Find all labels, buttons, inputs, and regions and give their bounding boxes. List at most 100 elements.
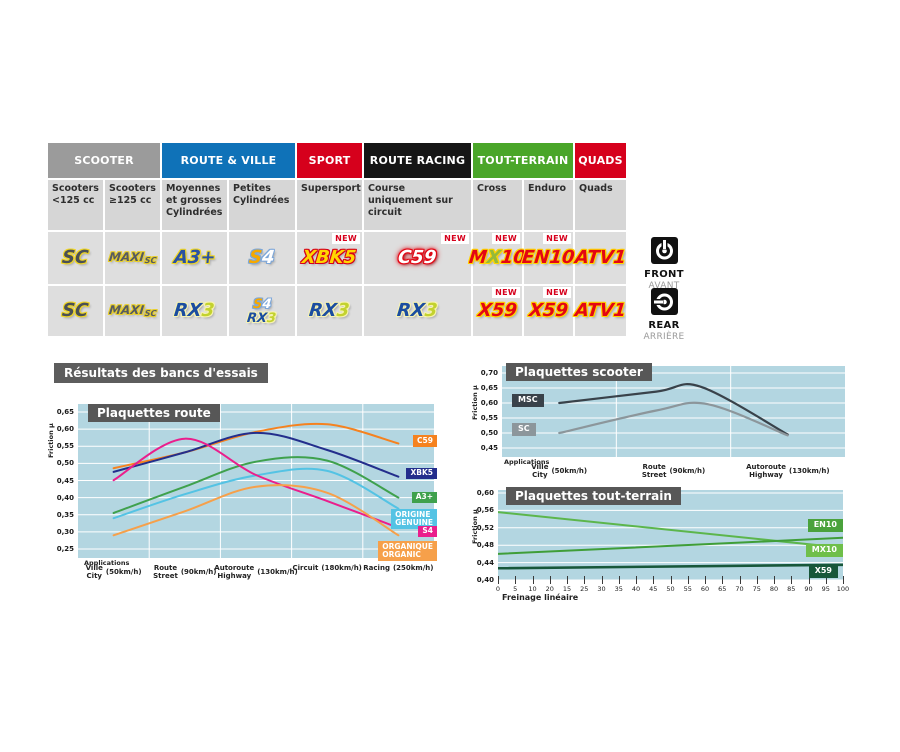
- group-header-tout-terrain: TOUT-TERRAIN: [473, 143, 573, 178]
- x-tick-90: 90: [804, 585, 813, 593]
- legend-mx10: MX10: [805, 544, 843, 557]
- x-tick-85: 85: [787, 585, 796, 593]
- x-tick-0: 0: [495, 585, 501, 593]
- series-curve-xbk5: [112, 431, 400, 478]
- front-cell-scooters-125-cc: MAXISC: [105, 232, 160, 284]
- group-header-route-racing: ROUTE RACING: [364, 143, 471, 178]
- x-category-speed: (50km/h): [551, 467, 588, 476]
- product-badge-maxisc: MAXISC: [107, 303, 157, 319]
- product-badge-en10: EN10: [521, 247, 576, 268]
- x-category-speed: (250km/h): [392, 564, 434, 573]
- x-tick-mark-60: [705, 576, 706, 584]
- new-flag: NEW: [332, 233, 360, 244]
- chart-svg-route: [78, 404, 434, 558]
- x-category-autoroute: Autoroute Highway (130km/h): [201, 564, 311, 580]
- front-cell-supersport: NEW XBK5: [297, 232, 362, 284]
- legend-c59: C59: [413, 435, 437, 447]
- y-tick-route-0,50: 0,50: [56, 459, 74, 468]
- group-header-sport: SPORT: [297, 143, 362, 178]
- x-tick-mark-40: [636, 576, 637, 584]
- x-category-autoroute: Autoroute Highway (130km/h): [733, 463, 843, 479]
- x-tick-75: 75: [752, 585, 761, 593]
- rear-cell-course-uniquement-sur-circuit: RX3: [364, 286, 471, 336]
- x-tick-15: 15: [562, 585, 572, 593]
- x-tick-95: 95: [821, 585, 830, 593]
- rear-cell-enduro: NEW X59: [524, 286, 573, 336]
- x-category-name: Racing: [363, 564, 390, 572]
- subheader-scooters-125-cc: Scooters <125 cc: [48, 180, 103, 230]
- x-tick-mark-75: [756, 576, 758, 584]
- series-curve-x59: [498, 563, 843, 570]
- x-tick-mark-100: [843, 576, 844, 584]
- y-tick-route-0,55: 0,55: [56, 442, 74, 451]
- y-tick-route-0,65: 0,65: [56, 408, 74, 416]
- legend-origine: ORIGINE GENUINE: [391, 509, 437, 530]
- rear-cell-cross: NEW X59: [473, 286, 522, 336]
- y-tick-scooter-0,65: 0,65: [480, 384, 498, 392]
- product-badge-xbk5: XBK5: [301, 247, 358, 268]
- y-tick-tt-0,56: 0,56: [476, 506, 494, 515]
- product-badge-c59: C59: [397, 247, 438, 268]
- axis-label-freinage-lin-aire: Freinage linéaire: [502, 593, 579, 602]
- x-tick-mark-80: [774, 576, 775, 584]
- product-badge-x59: X59: [476, 300, 519, 321]
- brake-disc-rear-icon: [650, 288, 678, 319]
- subheader-enduro: Enduro: [524, 180, 573, 230]
- legend-xbk5: XBK5: [406, 467, 437, 480]
- x-tick-5: 5: [513, 585, 518, 593]
- product-badge-a3: A3+: [172, 247, 217, 268]
- series-curve-a3: [112, 456, 400, 514]
- legend-sc: SC: [512, 423, 536, 436]
- x-tick-mark-95: [825, 576, 827, 584]
- x-tick-mark-25: [584, 576, 586, 584]
- x-tick-mark-30: [601, 576, 603, 584]
- x-tick-mark-20: [549, 576, 551, 584]
- new-flag: NEW: [492, 233, 520, 244]
- product-badge-atv1: ATV1: [573, 247, 628, 268]
- subheader-quads: Quads: [575, 180, 626, 230]
- x-category-speed: (180km/h): [321, 564, 362, 573]
- product-badge-sc: SC: [61, 247, 90, 268]
- group-header-scooter: SCOOTER: [48, 143, 160, 178]
- rear-label: REAR: [648, 320, 680, 331]
- rear-cell-petites-cylindr-es: S4 RX3: [229, 286, 295, 336]
- product-badge-rx3: RX3: [308, 300, 351, 321]
- y-tick-tt-0,60: 0,60: [476, 489, 494, 497]
- y-tick-scooter-0,50: 0,50: [480, 429, 498, 437]
- y-tick-tt-0,52: 0,52: [476, 523, 494, 532]
- chart-svg-scooter: [502, 366, 845, 457]
- rear-cell-scooters-125-cc: SC: [48, 286, 103, 336]
- y-tick-route-0,60: 0,60: [56, 425, 74, 434]
- group-header-route-ville: ROUTE & VILLE: [162, 143, 295, 178]
- arriere-label: ARRIÈRE: [643, 332, 685, 342]
- plot-area-scooter: [502, 366, 845, 457]
- axis-label-applications-route: Applications: [84, 559, 130, 567]
- series-curve-organique: [112, 484, 400, 537]
- product-badge-x59: X59: [527, 300, 570, 321]
- subheader-moyennes-et-grosses-cylindr-es: Moyennes et grosses Cylindrées: [162, 180, 227, 230]
- x-category-name: Route Street: [641, 463, 667, 480]
- series-curve-sc: [558, 401, 789, 437]
- x-tick-100: 100: [836, 585, 850, 593]
- front-cell-enduro: NEW EN10: [521, 232, 576, 284]
- chart-title-tt: Plaquettes tout-terrain: [506, 487, 681, 505]
- x-category-speed: (130km/h): [257, 568, 298, 577]
- y-tick-route-0,40: 0,40: [56, 493, 74, 502]
- x-tick-mark-85: [791, 576, 793, 584]
- legend-s4: S4: [418, 525, 437, 538]
- subheader-petites-cylindr-es: Petites Cylindrées: [229, 180, 295, 230]
- y-tick-scooter-0,60: 0,60: [480, 399, 498, 407]
- rear-cell-supersport: RX3: [297, 286, 362, 336]
- x-tick-70: 70: [735, 585, 744, 593]
- subheader-supersport: Supersport: [297, 180, 362, 230]
- x-tick-mark-50: [670, 576, 672, 584]
- x-tick-35: 35: [614, 585, 623, 593]
- axis-label-applications-scooter: Applications: [504, 458, 550, 466]
- product-badge-maxisc: MAXISC: [107, 250, 157, 266]
- front-cell-cross: NEW MX10: [468, 232, 527, 284]
- y-tick-scooter-0,70: 0,70: [480, 369, 498, 377]
- x-category-name: Circuit: [292, 564, 319, 572]
- y-tick-tt-0,40: 0,40: [476, 576, 494, 584]
- x-tick-10: 10: [528, 585, 537, 593]
